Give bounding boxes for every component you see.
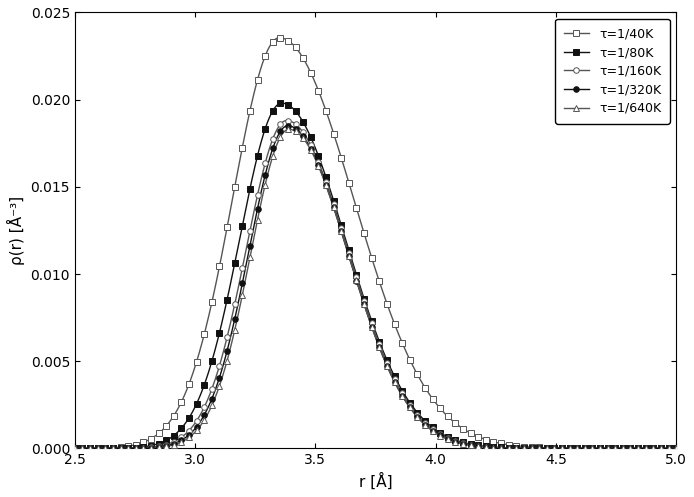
τ=1/320K: [443, 436, 452, 442]
τ=1/640K: [466, 442, 475, 448]
τ=1/640K: [71, 445, 79, 451]
τ=1/160K: [284, 118, 292, 124]
τ=1/40K: [611, 445, 620, 451]
τ=1/320K: [489, 444, 498, 450]
τ=1/40K: [345, 180, 353, 186]
τ=1/40K: [489, 439, 498, 445]
τ=1/640K: [345, 253, 353, 259]
τ=1/40K: [276, 35, 285, 41]
τ=1/320K: [611, 445, 620, 451]
τ=1/640K: [611, 445, 620, 451]
τ=1/640K: [443, 436, 452, 442]
τ=1/40K: [71, 445, 79, 451]
Line: τ=1/640K: τ=1/640K: [72, 127, 679, 451]
τ=1/80K: [489, 444, 498, 450]
τ=1/320K: [672, 445, 680, 451]
Line: τ=1/320K: τ=1/320K: [72, 123, 679, 451]
τ=1/40K: [672, 445, 680, 451]
τ=1/80K: [436, 430, 444, 436]
τ=1/80K: [71, 445, 79, 451]
τ=1/320K: [71, 445, 79, 451]
τ=1/80K: [672, 445, 680, 451]
τ=1/80K: [443, 434, 452, 440]
τ=1/160K: [466, 442, 475, 448]
τ=1/160K: [672, 445, 680, 451]
Line: τ=1/40K: τ=1/40K: [72, 35, 679, 451]
τ=1/640K: [436, 433, 444, 439]
τ=1/160K: [345, 250, 353, 256]
Line: τ=1/160K: τ=1/160K: [72, 118, 679, 451]
τ=1/80K: [276, 100, 285, 106]
τ=1/160K: [611, 445, 620, 451]
τ=1/160K: [436, 431, 444, 437]
τ=1/80K: [611, 445, 620, 451]
τ=1/80K: [466, 441, 475, 447]
τ=1/40K: [466, 430, 475, 436]
Line: τ=1/80K: τ=1/80K: [72, 100, 679, 451]
Y-axis label: ρ(r) [Å⁻³]: ρ(r) [Å⁻³]: [7, 196, 25, 265]
τ=1/640K: [489, 444, 498, 450]
τ=1/320K: [345, 253, 353, 259]
τ=1/320K: [284, 123, 292, 129]
τ=1/320K: [436, 432, 444, 438]
τ=1/640K: [672, 445, 680, 451]
τ=1/160K: [71, 445, 79, 451]
τ=1/80K: [345, 247, 353, 253]
X-axis label: r [Å]: r [Å]: [359, 473, 392, 490]
τ=1/320K: [466, 442, 475, 448]
τ=1/160K: [443, 435, 452, 441]
τ=1/160K: [489, 444, 498, 450]
τ=1/640K: [284, 126, 292, 132]
Legend: τ=1/40K, τ=1/80K, τ=1/160K, τ=1/320K, τ=1/640K: τ=1/40K, τ=1/80K, τ=1/160K, τ=1/320K, τ=…: [555, 19, 670, 124]
τ=1/40K: [443, 414, 452, 419]
τ=1/40K: [436, 406, 444, 412]
